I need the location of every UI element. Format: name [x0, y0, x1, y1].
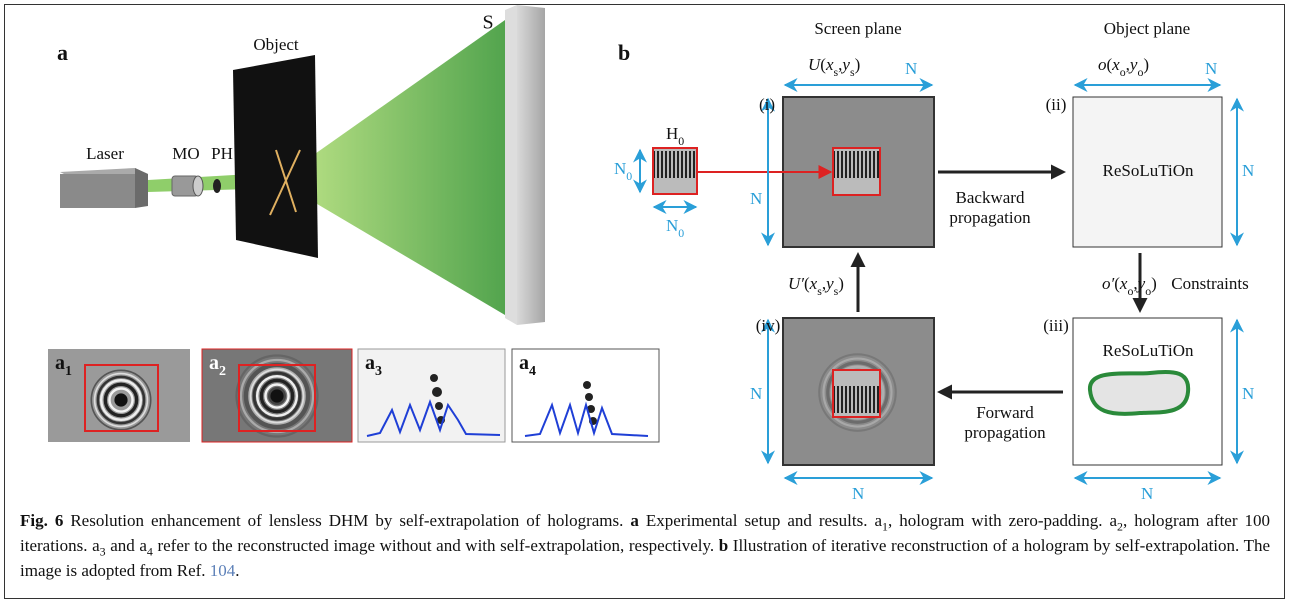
mo-lens: [193, 176, 203, 196]
dimension-label: N: [1205, 59, 1217, 78]
text-run: a: [630, 511, 639, 530]
text-run: y: [824, 274, 834, 293]
math-label: H0: [666, 124, 684, 148]
figure: a Laser MO PH Object S a1 a2 a3 a4 b Scr…: [0, 0, 1291, 607]
dimension-label: N0: [666, 216, 684, 240]
h0-box: [653, 148, 697, 194]
math-label: U′(xs,ys): [788, 274, 844, 298]
step-label: (iii): [1043, 316, 1069, 335]
label: Screen plane: [814, 19, 901, 38]
hologram: [91, 370, 150, 429]
text-run: ): [1143, 55, 1149, 74]
text-run: a: [55, 352, 65, 374]
dimension-label: N0: [614, 159, 632, 183]
label: MO: [172, 144, 199, 163]
screen-edge: [505, 5, 517, 325]
dimension-label: N: [750, 384, 762, 403]
text-run: a: [209, 352, 219, 374]
dimension-label: N: [905, 59, 917, 78]
text-run: U′: [788, 274, 804, 293]
text-run: a: [519, 352, 529, 374]
math-label: U(xs,ys): [808, 55, 860, 79]
text-run: 2: [219, 364, 226, 379]
laser-side: [135, 168, 148, 208]
text-run: ): [1151, 274, 1157, 293]
laser-front: [60, 174, 135, 208]
panel-label: b: [618, 40, 630, 65]
text-run: H: [666, 124, 678, 143]
text-run: 4: [529, 364, 536, 379]
text-run: o′: [1102, 274, 1115, 293]
text-run: b: [719, 536, 728, 555]
label: Backward: [956, 188, 1025, 207]
label: propagation: [949, 208, 1031, 227]
support-constraint: [1090, 372, 1188, 414]
math-label: o(xo,yo): [1098, 55, 1149, 79]
object-text: ReSoLuTiOn: [1102, 161, 1194, 180]
step-label: (iv): [756, 316, 781, 335]
text-run: ): [855, 55, 861, 74]
text-run: 1: [65, 364, 72, 379]
text-run: refer to the reconstructed image without…: [153, 536, 719, 555]
object-text: ReSoLuTiOn: [1102, 341, 1194, 360]
step-label: (ii): [1046, 95, 1067, 114]
text-run: Experimental setup and results. a: [639, 511, 882, 530]
text-run: 3: [375, 364, 382, 379]
text-run: N: [614, 159, 626, 178]
text-run: 0: [626, 169, 632, 183]
hologram: [247, 366, 306, 425]
label: Constraints: [1171, 274, 1248, 293]
text-run: o: [1098, 55, 1107, 74]
text-run: a: [365, 352, 375, 374]
text-run: y: [1128, 55, 1138, 74]
text-run: Fig. 6: [20, 511, 63, 530]
reference-link[interactable]: 104: [210, 561, 236, 580]
label: Forward: [976, 403, 1034, 422]
dimension-label: N: [1141, 484, 1153, 500]
label: Laser: [86, 144, 124, 163]
text-run: Resolution enhancement of lensless DHM b…: [63, 511, 630, 530]
text-run: , hologram with zero-padding. a: [888, 511, 1117, 530]
dimension-label: N: [1242, 384, 1254, 403]
pinhole: [213, 179, 221, 193]
text-run: N: [666, 216, 678, 235]
math-label: o′(xo,yo): [1102, 274, 1157, 298]
red-box: [833, 370, 880, 417]
text-run: 0: [678, 226, 684, 240]
dimension-label: N: [750, 189, 762, 208]
panel-label: a: [57, 40, 68, 65]
label: S: [482, 12, 493, 34]
text-run: y: [1136, 274, 1146, 293]
text-run: and a: [106, 536, 147, 555]
dimension-label: N: [852, 484, 864, 500]
label: PH: [211, 144, 233, 163]
text-run: y: [840, 55, 850, 74]
dimension-label: N: [1242, 161, 1254, 180]
screen: [517, 5, 545, 325]
label: Object: [253, 35, 299, 54]
text-run: ): [838, 274, 844, 293]
label: Object plane: [1104, 19, 1190, 38]
label: propagation: [964, 423, 1046, 442]
step-label: (i): [759, 95, 775, 114]
red-box: [833, 148, 880, 195]
light-cone: [285, 20, 505, 315]
text-run: 0: [678, 134, 684, 148]
text-run: .: [235, 561, 239, 580]
figure-graphics: a Laser MO PH Object S a1 a2 a3 a4 b Scr…: [0, 0, 1291, 500]
object-plate: [233, 55, 318, 258]
caption: Fig. 6 Resolution enhancement of lensles…: [20, 508, 1270, 583]
